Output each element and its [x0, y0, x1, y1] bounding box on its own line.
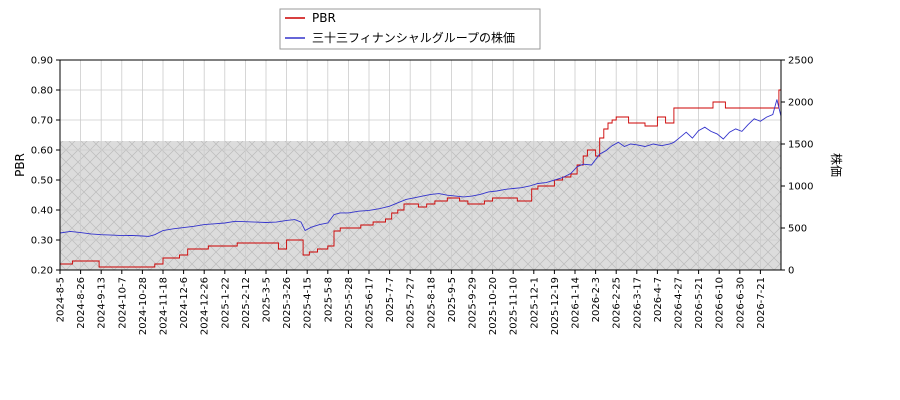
x-tick-label: 2025-11-10	[509, 277, 520, 335]
x-tick-label: 2025-9-5	[447, 277, 458, 322]
y-right-tick-label: 1000	[788, 182, 813, 193]
x-tick-label: 2026-7-21	[756, 277, 767, 329]
x-tick-label: 2026-6-30	[735, 277, 746, 329]
x-tick-label: 2025-2-12	[241, 277, 252, 329]
x-tick-label: 2025-6-17	[365, 277, 376, 329]
x-tick-label: 2024-8-26	[76, 277, 87, 329]
x-tick-label: 2025-12-19	[550, 277, 561, 335]
y-left-tick-label: 0.80	[31, 86, 53, 97]
x-tick-label: 2025-3-26	[282, 277, 293, 329]
y-right-axis-label: 株価	[829, 153, 844, 177]
series-line-price	[59, 99, 782, 237]
y-left-ticks: 0.20 0.30 0.40 0.50 0.60 0.70 0.80 0.90	[31, 56, 60, 277]
x-tick-label: 2025-7-7	[385, 277, 396, 322]
x-tick-label: 2025-9-29	[468, 277, 479, 329]
x-tick-label: 2024-11-18	[159, 277, 170, 335]
legend-label-price: 三十三フィナンシャルグループの株価	[312, 30, 515, 45]
x-ticks: 2024-8-5 2024-8-26 2024-9-13 2024-10-7 2024-…	[56, 270, 767, 335]
x-tick-label: 2025-8-18	[426, 277, 437, 329]
x-tick-label: 2025-3-5	[262, 277, 273, 322]
y-left-tick-label: 0.30	[31, 236, 53, 247]
y-left-tick-label: 0.60	[31, 146, 53, 157]
legend: PBR 三十三フィナンシャルグループの株価	[279, 8, 541, 50]
axes	[59, 59, 782, 271]
y-left-tick-label: 0.90	[31, 56, 53, 67]
plot-frame	[59, 59, 782, 271]
x-tick-label: 2024-12-26	[200, 277, 211, 335]
y-right-tick-label: 500	[788, 224, 807, 235]
y-left-axis-label: PBR	[13, 153, 27, 177]
legend-label-pbr: PBR	[312, 11, 336, 25]
plot-background	[60, 60, 781, 270]
x-tick-label: 2025-5-8	[323, 277, 334, 322]
y-left-tick-label: 0.20	[31, 266, 53, 277]
x-tick-label: 2026-1-14	[571, 277, 582, 329]
x-tick-label: 2026-4-7	[653, 277, 664, 322]
series-layer	[59, 75, 782, 268]
x-tick-label: 2024-12-6	[179, 277, 190, 329]
x-tick-label: 2024-10-28	[138, 277, 149, 335]
y-right-tick-label: 1500	[788, 140, 813, 151]
x-tick-label: 2024-8-5	[56, 277, 67, 322]
x-tick-label: 2024-9-13	[97, 277, 108, 329]
x-tick-label: 2024-10-7	[117, 277, 128, 329]
x-tick-label: 2026-2-3	[591, 277, 602, 322]
y-right-tick-label: 0	[788, 266, 794, 277]
x-tick-label: 2025-4-15	[303, 277, 314, 329]
series-line-pbr	[60, 75, 782, 268]
x-tick-label: 2026-6-10	[715, 277, 726, 329]
y-left-tick-label: 0.50	[31, 176, 53, 187]
x-tick-label: 2025-12-1	[529, 277, 540, 329]
x-tick-label: 2026-5-21	[694, 277, 705, 329]
x-tick-label: 2025-1-22	[220, 277, 231, 329]
x-tick-label: 2026-3-17	[632, 277, 643, 329]
y-left-tick-label: 0.40	[31, 206, 53, 217]
x-tick-label: 2025-5-28	[344, 277, 355, 329]
y-right-ticks: 0 500 1000 1500 2000 2500	[781, 56, 813, 277]
y-right-tick-label: 2000	[788, 98, 813, 109]
hatch-band-pattern	[60, 141, 781, 270]
y-left-tick-label: 0.70	[31, 116, 53, 127]
y-right-tick-label: 2500	[788, 56, 813, 67]
x-tick-label: 2025-7-27	[406, 277, 417, 329]
x-tick-label: 2026-4-27	[674, 277, 685, 329]
x-tick-label: 2026-2-25	[612, 277, 623, 329]
x-tick-label: 2025-10-20	[488, 277, 499, 335]
